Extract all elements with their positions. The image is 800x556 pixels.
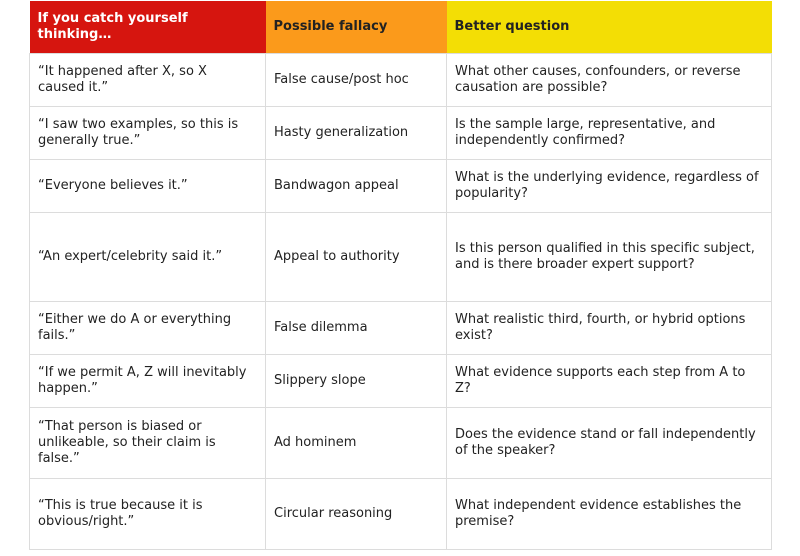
question-cell: Is the sample large, representative, and… xyxy=(446,106,772,160)
table-row: “Everyone believes it.” Bandwagon appeal… xyxy=(29,159,772,213)
fallacy-cell: Ad hominem xyxy=(265,407,447,479)
table-row: “It happened after X, so X caused it.” F… xyxy=(29,53,772,107)
fallacy-cell: Bandwagon appeal xyxy=(265,159,447,213)
question-cell: Does the evidence stand or fall independ… xyxy=(446,407,772,479)
question-cell: What independent evidence establishes th… xyxy=(446,478,772,550)
table-row: “I saw two examples, so this is generall… xyxy=(29,106,772,160)
thought-cell: “That person is biased or unlikeable, so… xyxy=(29,407,266,479)
question-cell: Is this person qualified in this specifi… xyxy=(446,212,772,302)
thought-cell: “If we permit A, Z will inevitably happe… xyxy=(29,354,266,408)
table-row: “If we permit A, Z will inevitably happe… xyxy=(29,354,772,408)
table-row: “This is true because it is obvious/righ… xyxy=(29,478,772,550)
thought-cell: “This is true because it is obvious/righ… xyxy=(29,478,266,550)
question-cell: What other causes, confounders, or rever… xyxy=(446,53,772,107)
fallacy-table: If you catch yourself thinking… Possible… xyxy=(29,1,772,550)
thought-cell: “An expert/celebrity said it.” xyxy=(29,212,266,302)
fallacy-cell: False cause/post hoc xyxy=(265,53,447,107)
question-cell: What realistic third, fourth, or hybrid … xyxy=(446,301,772,355)
fallacy-cell: Circular reasoning xyxy=(265,478,447,550)
thought-cell: “I saw two examples, so this is generall… xyxy=(29,106,266,160)
fallacy-cell: Slippery slope xyxy=(265,354,447,408)
table-row: “An expert/celebrity said it.” Appeal to… xyxy=(29,212,772,302)
header-fallacy: Possible fallacy xyxy=(265,1,447,54)
fallacy-cell: Hasty generalization xyxy=(265,106,447,160)
fallacy-cell: Appeal to authority xyxy=(265,212,447,302)
table-header: If you catch yourself thinking… Possible… xyxy=(29,1,772,54)
thought-cell: “It happened after X, so X caused it.” xyxy=(29,53,266,107)
header-question: Better question xyxy=(446,1,772,54)
question-cell: What is the underlying evidence, regardl… xyxy=(446,159,772,213)
thought-cell: “Everyone believes it.” xyxy=(29,159,266,213)
header-row: If you catch yourself thinking… Possible… xyxy=(29,1,772,54)
thought-cell: “Either we do A or everything fails.” xyxy=(29,301,266,355)
header-thinking: If you catch yourself thinking… xyxy=(29,1,266,54)
table-body: “It happened after X, so X caused it.” F… xyxy=(29,53,772,550)
table-row: “That person is biased or unlikeable, so… xyxy=(29,407,772,479)
fallacy-cell: False dilemma xyxy=(265,301,447,355)
table-row: “Either we do A or everything fails.” Fa… xyxy=(29,301,772,355)
question-cell: What evidence supports each step from A … xyxy=(446,354,772,408)
